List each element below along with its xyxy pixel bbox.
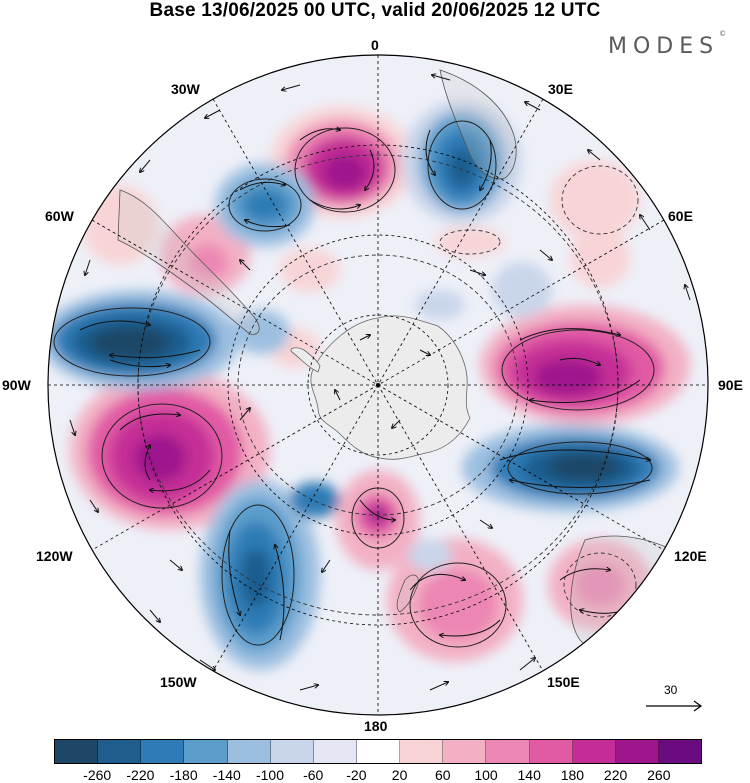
negative-anomaly-150w	[200, 480, 340, 670]
south-pole-marker	[376, 383, 380, 387]
lon-label-90e: 90E	[718, 377, 743, 393]
colorbar-swatch	[572, 740, 616, 763]
colorbar-tick-label: -20	[346, 767, 367, 783]
lon-label-180: 180	[364, 718, 388, 734]
lon-label-150w: 150W	[160, 674, 197, 690]
colorbar-tick-label: -100	[255, 767, 285, 783]
colorbar-tick-label: -220	[126, 767, 155, 783]
colorbar-swatch	[141, 740, 185, 763]
geopotential-contours	[53, 120, 655, 648]
colorbar	[54, 739, 702, 764]
brand-mark: ©	[719, 29, 727, 38]
colorbar-swatch	[356, 740, 401, 763]
colorbar-swatch	[227, 740, 271, 763]
colorbar-tick-label: -60	[303, 767, 324, 783]
colorbar-swatch	[400, 740, 444, 763]
colorbar-swatch	[270, 740, 314, 763]
colorbar-swatch	[55, 740, 99, 763]
positive-anomaly-90e	[480, 305, 690, 425]
colorbar-tick-label: 60	[435, 767, 451, 783]
lon-label-150e: 150E	[547, 674, 580, 690]
positive-anomaly-60w	[82, 185, 250, 295]
colorbar-tick-label: -180	[169, 767, 198, 783]
colorbar-swatch	[443, 740, 487, 763]
south-america-outline	[117, 189, 260, 335]
colorbar-tick-label: -260	[83, 767, 112, 783]
africa-outline	[439, 69, 517, 180]
colorbar-tick-label: 20	[391, 767, 408, 783]
colorbar-swatch	[529, 740, 573, 763]
negative-anomaly-45w	[215, 163, 315, 247]
colorbar-tick-label: -140	[212, 767, 241, 783]
colorbar-swatch	[486, 740, 530, 763]
lon-label-30w: 30W	[171, 81, 200, 97]
lon-label-60w: 60W	[45, 208, 74, 224]
map-title: Base 13/06/2025 00 UTC, valid 20/06/2025…	[149, 0, 601, 21]
globe-content	[48, 55, 708, 715]
lon-label-120e: 120E	[674, 548, 707, 564]
modes-logo: MODES©	[608, 30, 726, 59]
colorbar-ticks: -260 -220 -180 -140 -100 -60 -20 20 60 100 140 180 2…	[54, 767, 702, 783]
lon-label-90w: 90W	[2, 377, 31, 393]
brand-text: MODES	[608, 34, 720, 59]
colorbar-tick-label: 180	[560, 767, 585, 783]
positive-anomaly-160e	[270, 160, 652, 662]
colorbar-swatch	[98, 740, 142, 763]
positive-anomaly-110w	[70, 370, 270, 530]
lon-label-60e: 60E	[668, 208, 693, 224]
colorbar-tick-label: 100	[474, 767, 498, 783]
colorbar-tick-label: 260	[647, 767, 671, 783]
colorbar-swatch	[313, 740, 357, 763]
antarctic-peninsula	[290, 347, 321, 373]
lon-label-30e: 30E	[548, 81, 573, 97]
negative-anomaly-110e	[462, 424, 678, 512]
globe-border	[47, 54, 709, 716]
colorbar-swatch	[658, 740, 702, 763]
wind-scale-label: 30	[664, 683, 678, 697]
arrow-right-icon	[646, 700, 703, 712]
colorbar-swatch	[184, 740, 228, 763]
colorbar-tick-label: 140	[517, 767, 541, 783]
lon-label-0: 0	[371, 37, 379, 53]
lon-label-120w: 120W	[36, 548, 73, 564]
colorbar-swatch	[615, 740, 659, 763]
negative-anomaly-misc	[234, 262, 552, 571]
colorbar-tick-label: 220	[603, 767, 628, 783]
